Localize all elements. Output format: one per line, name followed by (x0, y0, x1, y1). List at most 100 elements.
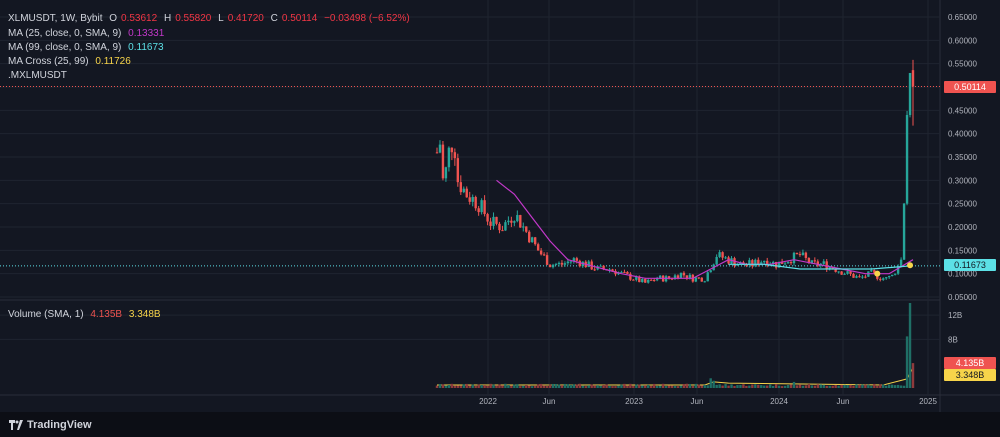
volume-bar (706, 385, 709, 388)
symbol-label[interactable]: XLMUSDT, 1W, Bybit (8, 13, 103, 24)
volume-tick-label: 12B (948, 311, 962, 320)
volume-bar (501, 385, 504, 388)
volume-bar (852, 385, 855, 388)
candle-body (792, 252, 796, 264)
candle-body (477, 208, 480, 213)
candle-body (501, 230, 504, 232)
candle-body (757, 259, 760, 266)
volume-bar (727, 385, 730, 388)
candle-body (554, 264, 558, 266)
volume-bar (548, 384, 552, 388)
symbol2-legend[interactable]: .MXLMUSDT (8, 70, 71, 82)
time-tick-label: 2024 (770, 397, 788, 406)
ma25-legend[interactable]: MA (25, close, 0, SMA, 9) 0.13331 (8, 28, 168, 40)
tradingview-logo[interactable]: TradingView (9, 419, 92, 431)
volume-bar (563, 383, 567, 388)
volume-bar (703, 384, 706, 388)
volume-bar (786, 384, 790, 388)
volume-bar (688, 383, 692, 388)
candle-body (572, 258, 576, 262)
candle-body (870, 270, 873, 272)
candle-body (774, 261, 778, 268)
volume-bar (673, 385, 677, 388)
candle-body (510, 220, 513, 223)
candle-body (548, 264, 552, 268)
candle-body (748, 260, 751, 265)
candle-body (801, 252, 805, 255)
volume-bar (614, 386, 617, 388)
volume-bar (685, 383, 689, 388)
volume-sma-value: 3.348B (128, 309, 161, 320)
volume-bar (888, 384, 891, 388)
candle-body (843, 273, 846, 275)
volume-bar (840, 384, 843, 388)
candle-body (652, 279, 656, 281)
volume-bar (617, 385, 620, 388)
volume-legend[interactable]: Volume (SMA, 1) 4.135B 3.348B (8, 309, 165, 321)
price-tick-label: 0.05000 (948, 293, 977, 302)
ma25-line (496, 179, 914, 279)
candle-body (727, 257, 730, 264)
price-tick-label: 0.40000 (948, 130, 977, 139)
tradingview-icon (9, 419, 23, 430)
volume-bar (519, 386, 522, 388)
candle-body (706, 272, 709, 282)
candle-body (908, 73, 912, 115)
candle-body (893, 273, 897, 275)
volume-bar (557, 384, 561, 388)
candle-body (522, 226, 525, 228)
volume-bar (664, 386, 668, 388)
candle-body (447, 147, 451, 168)
volume-bar (498, 384, 501, 388)
candle-body (587, 261, 590, 268)
volume-bar (864, 384, 867, 388)
volume-bar (632, 385, 635, 388)
volume-bar (697, 384, 700, 388)
ma-cross-legend[interactable]: MA Cross (25, 99) 0.11726 (8, 56, 135, 68)
volume-bar (890, 384, 894, 388)
volume-bar (465, 383, 468, 388)
time-tick-label: Jun (837, 397, 850, 406)
candle-body (816, 261, 819, 266)
volume-bar (828, 385, 831, 388)
volume-bar (477, 384, 480, 388)
candle-body (783, 263, 787, 265)
candle-body (533, 237, 537, 245)
volume-bar (611, 386, 614, 388)
candle-body (504, 222, 507, 231)
volume-bar (748, 385, 751, 388)
candle-body (763, 260, 766, 263)
candle-body (456, 158, 460, 183)
candle-body (911, 70, 915, 87)
volume-bar (602, 384, 605, 388)
volume-label: Volume (SMA, 1) (8, 309, 84, 320)
volume-bar (575, 384, 579, 388)
volume-sma-label: 3.348B (944, 369, 996, 381)
candle-body (465, 188, 468, 198)
volume-bar (489, 383, 492, 388)
ma99-value: 0.11673 (128, 42, 164, 53)
candle-body (745, 264, 748, 266)
candle-body (858, 276, 861, 278)
volume-bar (480, 384, 483, 388)
ma99-legend[interactable]: MA (99, close, 0, SMA, 9) 0.11673 (8, 42, 168, 54)
volume-bar (626, 385, 629, 388)
candle-body (795, 252, 799, 255)
candle-body (825, 261, 828, 270)
candle-body (519, 215, 522, 228)
candle-body (721, 252, 724, 258)
candle-body (655, 278, 659, 281)
last-price-label: 0.50114 (944, 81, 996, 93)
candle-body (528, 231, 531, 243)
candle-body (647, 279, 650, 283)
volume-bar (876, 385, 879, 388)
candle-body (724, 257, 727, 259)
time-tick-label: 2022 (479, 397, 497, 406)
volume-bar (605, 384, 608, 388)
volume-bar (510, 385, 513, 388)
candle-body (438, 144, 442, 153)
candle-body (471, 197, 474, 202)
symbol2-label: .MXLMUSDT (8, 70, 67, 81)
candle-body (450, 147, 454, 153)
